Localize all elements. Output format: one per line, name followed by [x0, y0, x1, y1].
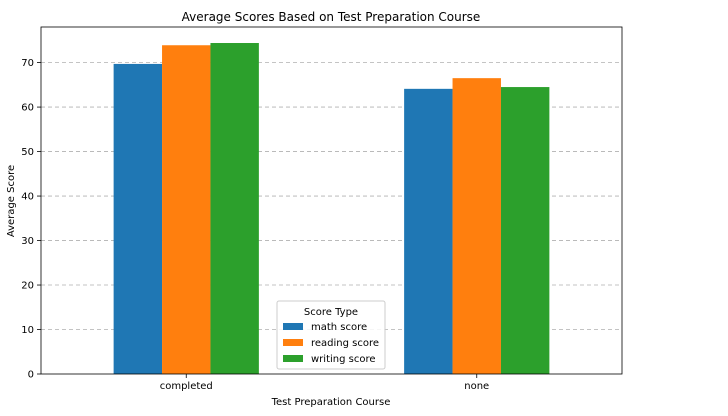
y-tick-label: 60: [21, 103, 34, 114]
x-axis-ticks: completed none: [160, 374, 489, 392]
y-tick-label: 0: [28, 370, 34, 381]
x-tick-label: completed: [160, 381, 213, 392]
y-tick-label: 40: [21, 192, 34, 203]
y-tick-label: 20: [21, 281, 34, 292]
y-tick-label: 70: [21, 58, 34, 69]
y-tick-label: 10: [21, 325, 34, 336]
y-tick-label: 50: [21, 147, 34, 158]
plot-area-frame: [40, 26, 623, 375]
bar-writing-score-none: [500, 87, 550, 375]
legend: Score Type math score reading score writin…: [276, 300, 386, 370]
legend-entry: writing score: [311, 354, 376, 365]
bar-reading-score-completed: [162, 45, 211, 374]
legend-title: Score Type: [304, 307, 358, 318]
y-tick-label: 30: [21, 236, 34, 247]
legend-swatch: [283, 339, 303, 346]
y-axis-label: Average Score: [6, 165, 17, 237]
legend-items: math score reading score writing score: [283, 322, 379, 365]
legend-swatch: [283, 323, 303, 330]
chart-title: Average Scores Based on Test Preparation…: [182, 10, 481, 24]
bar-reading-score-none: [452, 78, 501, 375]
legend-swatch: [283, 355, 303, 362]
bar-math-score-completed: [113, 63, 163, 375]
legend-box: [276, 300, 386, 370]
y-axis-ticks: 0 10 20 30 40 50 60 70: [21, 58, 41, 381]
bar-math-score-none: [404, 88, 453, 374]
x-tick-label: none: [464, 381, 489, 392]
x-axis-label: Test Preparation Course: [271, 397, 391, 408]
legend-entry: math score: [311, 322, 367, 333]
bars: [113, 43, 550, 375]
bar-writing-score-completed: [210, 43, 259, 375]
legend-entry: reading score: [311, 338, 379, 349]
